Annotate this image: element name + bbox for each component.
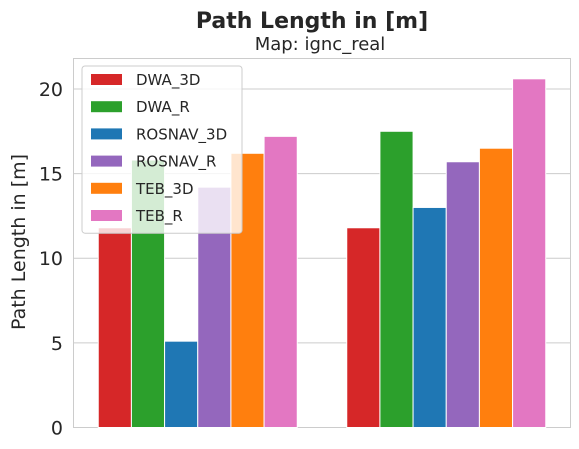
y-tick-label: 10	[39, 248, 63, 270]
bar-dwa-3d-group-1	[97, 227, 132, 428]
bar-rosnav-3d-group-2	[412, 206, 447, 428]
legend-label: ROSNAV_R	[136, 153, 216, 172]
legend-label: DWA_3D	[136, 71, 200, 90]
chart-subtitle: Map: ignc_real	[255, 34, 386, 55]
chart-title: Path Length in [m]	[196, 9, 428, 34]
legend-swatch	[91, 101, 122, 113]
y-tick-labels: 0 5 10 15 20	[39, 79, 63, 440]
bar-rosnav-3d-group-1	[164, 340, 199, 429]
bar-teb-3d-group-2	[478, 147, 514, 429]
legend-swatch	[91, 182, 122, 194]
legend-swatch	[91, 74, 122, 85]
legend-label: DWA_R	[136, 98, 190, 117]
legend-label: ROSNAV_3D	[136, 125, 227, 144]
bar-dwa-3d-group-2	[346, 227, 381, 428]
bar-teb-r-group-1	[263, 135, 298, 428]
legend-label: TEB_R	[135, 207, 183, 226]
legend-swatch	[91, 210, 122, 221]
legend-swatch	[91, 128, 122, 140]
y-tick-label: 0	[51, 418, 63, 440]
bar-teb-r-group-2	[512, 78, 547, 429]
y-tick-label: 5	[51, 333, 63, 355]
y-tick-label: 20	[39, 79, 63, 101]
bar-dwa-r-group-2	[379, 130, 414, 429]
legend-swatch	[91, 155, 122, 167]
legend-label: TEB_3D	[135, 180, 194, 199]
y-axis-label: Path Length in [m]	[8, 154, 30, 330]
bars	[97, 78, 547, 429]
y-tick-label: 15	[39, 164, 63, 186]
legend: DWA_3D DWA_R ROSNAV_3D ROSNAV_R TEB_3D TEB_R	[81, 65, 243, 234]
bar-rosnav-r-group-2	[445, 161, 480, 428]
